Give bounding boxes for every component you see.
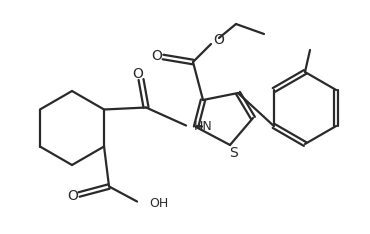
Text: O: O [213, 33, 225, 47]
Text: HN: HN [194, 120, 213, 133]
Text: O: O [152, 49, 162, 63]
Text: S: S [229, 146, 238, 160]
Text: OH: OH [149, 197, 168, 210]
Text: O: O [68, 190, 78, 204]
Text: O: O [132, 66, 144, 80]
